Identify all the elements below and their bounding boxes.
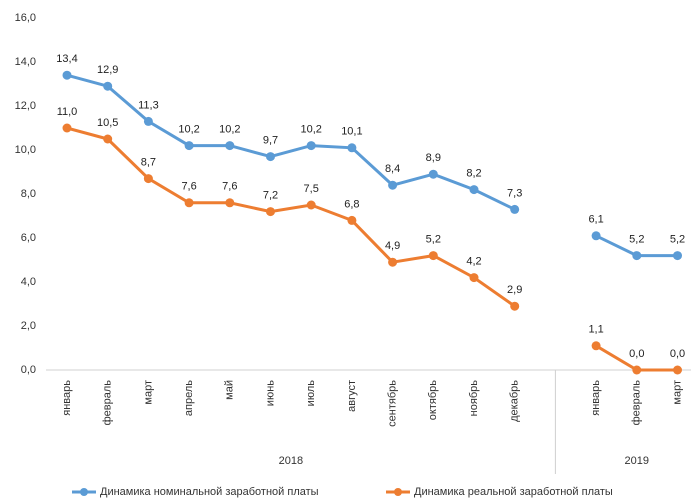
point [469, 185, 479, 195]
legend-label: Динамика номинальной заработной платы [100, 486, 319, 498]
x-tick-label: февраль [102, 380, 114, 426]
point [143, 174, 153, 184]
point [428, 251, 438, 261]
point [306, 200, 316, 210]
data-label: 7,6 [222, 181, 237, 193]
point [510, 204, 520, 214]
legend-marker [80, 488, 88, 496]
data-label: 10,2 [219, 124, 240, 136]
x-tick-label: апрель [183, 380, 195, 416]
data-label: 8,7 [141, 157, 156, 169]
y-tick-label: 16,0 [15, 12, 36, 24]
data-label: 0,0 [629, 348, 644, 360]
data-label: 5,2 [670, 234, 685, 246]
x-tick-label: июнь [264, 380, 276, 406]
y-tick-label: 12,0 [15, 100, 36, 112]
point [266, 207, 275, 217]
data-label: 10,2 [178, 124, 199, 136]
point [103, 81, 113, 91]
point [673, 365, 682, 375]
data-label: 9,7 [263, 135, 278, 147]
point [428, 169, 438, 179]
data-label: 11,3 [138, 99, 159, 111]
point [388, 257, 398, 267]
point [62, 70, 72, 80]
point [632, 365, 642, 375]
x-tick-label: сентябрь [387, 380, 399, 427]
point [673, 251, 682, 261]
x-tick-label: октябрь [427, 380, 439, 420]
x-tick-label: февраль [631, 380, 643, 426]
data-label: 8,9 [426, 152, 441, 164]
point [469, 273, 479, 283]
data-label: 4,9 [385, 240, 400, 252]
point [225, 141, 235, 151]
data-label: 11,0 [57, 106, 78, 118]
series-line [66, 73, 516, 211]
data-label: 8,2 [466, 168, 481, 180]
data-label: 6,1 [588, 214, 603, 226]
data-label: 5,2 [426, 234, 441, 246]
data-label: 13,4 [56, 53, 77, 65]
point [632, 251, 642, 261]
point [347, 215, 357, 225]
point [143, 116, 153, 126]
data-label: 2,9 [507, 284, 522, 296]
x-tick-label: март [142, 380, 154, 405]
y-tick-label: 6,0 [21, 232, 36, 244]
point [62, 123, 72, 133]
data-label: 4,2 [466, 256, 481, 268]
x-tick-label: январь [61, 380, 73, 416]
y-tick-label: 0,0 [21, 364, 36, 376]
point [388, 180, 398, 190]
data-label: 5,2 [629, 234, 644, 246]
data-label: 10,5 [97, 117, 118, 129]
point [225, 198, 235, 208]
data-label: 0,0 [670, 348, 685, 360]
point [347, 143, 357, 153]
y-tick-label: 10,0 [15, 144, 36, 156]
data-label: 7,6 [181, 181, 196, 193]
y-tick-label: 8,0 [21, 188, 36, 200]
data-label: 7,3 [507, 187, 522, 199]
y-tick-label: 4,0 [21, 276, 36, 288]
x-tick-label: август [346, 380, 358, 412]
data-label: 7,5 [304, 183, 319, 195]
point [184, 141, 194, 151]
data-label: 8,4 [385, 163, 400, 175]
point [306, 141, 316, 151]
point [266, 152, 275, 162]
group-label: 2019 [625, 455, 649, 467]
x-tick-label: ноябрь [468, 380, 480, 417]
data-label: 12,9 [97, 64, 118, 76]
data-label: 10,1 [341, 126, 362, 138]
point [103, 134, 113, 144]
x-tick-label: июль [305, 380, 317, 407]
x-tick-label: декабрь [509, 380, 521, 422]
series-line [66, 126, 516, 308]
x-tick-label: январь [590, 380, 602, 416]
y-tick-label: 2,0 [21, 320, 36, 332]
data-label: 6,8 [344, 198, 359, 210]
data-label: 10,2 [300, 124, 321, 136]
x-tick-label: март [671, 380, 683, 405]
data-label: 1,1 [588, 324, 603, 336]
y-tick-label: 14,0 [15, 56, 36, 68]
point [591, 341, 601, 351]
legend-marker [394, 488, 402, 496]
data-label: 7,2 [263, 190, 278, 202]
point [510, 301, 520, 311]
point [184, 198, 194, 208]
legend-label: Динамика реальной заработной платы [414, 486, 613, 498]
point [591, 231, 601, 241]
x-tick-label: май [224, 380, 236, 400]
group-label: 2018 [279, 455, 303, 467]
